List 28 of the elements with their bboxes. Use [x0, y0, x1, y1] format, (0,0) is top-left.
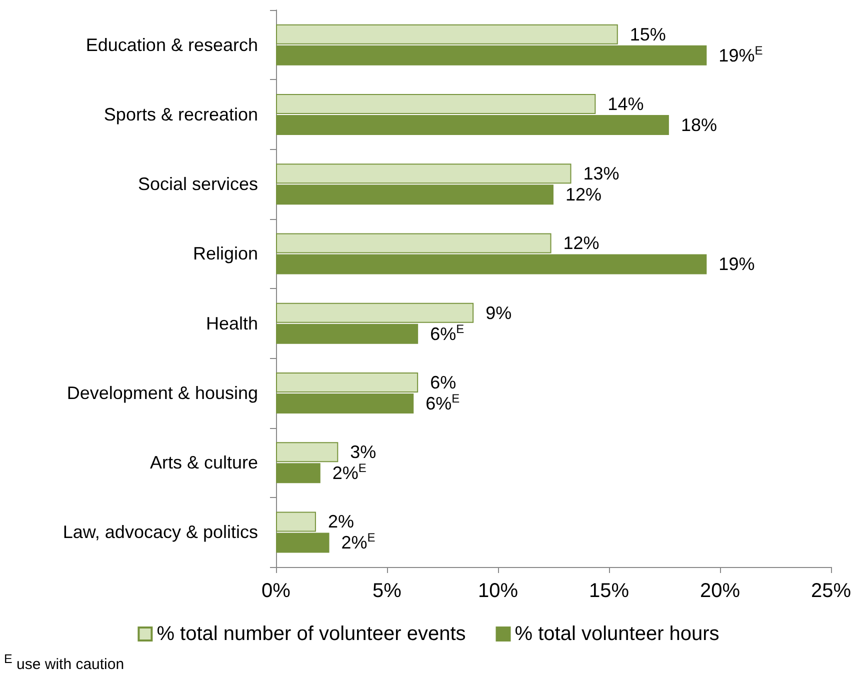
data-label: 19%	[718, 254, 755, 274]
y-tick-label: Law, advocacy & politics	[62, 522, 258, 542]
data-label: 13%	[583, 164, 620, 184]
data-label: 9%	[486, 302, 512, 323]
y-tick-label: Social services	[138, 174, 258, 194]
text: $^{E}$ use with caution	[4, 652, 124, 673]
legend-label: % total volunteer hours	[514, 623, 720, 645]
data-label: 15%	[630, 24, 666, 44]
data-label: 14%	[608, 94, 644, 114]
y-tick-label: Sports & recreation	[104, 104, 258, 124]
y-tick-label: Arts & culture	[150, 452, 258, 473]
y-tick-label: Religion	[192, 244, 258, 264]
x-tick-label: 5%	[372, 580, 402, 602]
y-tick-label: Development & housing	[66, 382, 258, 403]
x-tick-label: 15%	[588, 580, 630, 602]
x-tick-label: 20%	[700, 580, 740, 602]
data-label: 12%	[563, 233, 600, 254]
data-label: 12%	[566, 184, 602, 205]
data-label: 2%	[328, 512, 354, 532]
x-tick-label: 10%	[478, 580, 518, 602]
legend-label: % total number of volunteer events	[156, 623, 466, 645]
y-tick-label: Health	[206, 313, 258, 334]
data-label: 6%	[430, 372, 456, 392]
y-tick-label: Education & research	[86, 34, 258, 55]
x-tick-label: 0%	[262, 580, 291, 602]
x-tick-label: 25%	[810, 580, 852, 602]
data-label: 18%	[680, 114, 717, 135]
data-label: 3%	[350, 442, 376, 462]
